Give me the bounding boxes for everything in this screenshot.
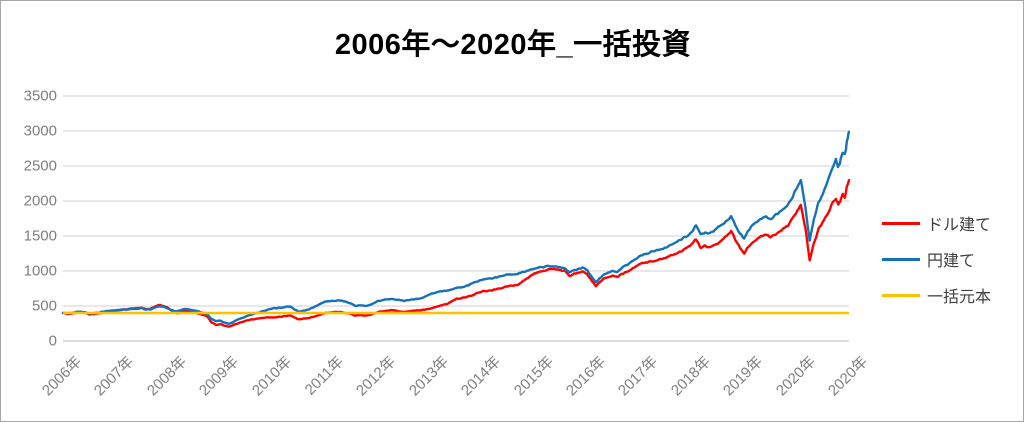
y-tick-label-1000: 1000 bbox=[23, 262, 57, 280]
dollar-series-line bbox=[61, 178, 851, 328]
yen-series-line bbox=[61, 130, 851, 325]
y-tick-label-500: 500 bbox=[31, 297, 57, 315]
legend: ドル建て 円建て 一括元本 bbox=[882, 205, 991, 313]
legend-item-dollar: ドル建て bbox=[882, 205, 991, 241]
legend-item-yen: 円建て bbox=[882, 241, 991, 277]
y-tick-label-2000: 2000 bbox=[23, 192, 57, 210]
y-tick-label-2500: 2500 bbox=[23, 157, 57, 175]
y-tick-label-3000: 3000 bbox=[23, 122, 57, 140]
legend-label-dollar: ドル建て bbox=[927, 217, 992, 234]
y-tick-label-0: 0 bbox=[48, 332, 57, 350]
dollar-series-line-icon bbox=[882, 221, 920, 225]
legend-label-principal: 一括元本 bbox=[927, 289, 992, 306]
legend-item-principal: 一括元本 bbox=[882, 277, 991, 313]
yen-series-line-icon bbox=[882, 257, 920, 261]
chart-title: 2006年～2020年_一括投資 bbox=[334, 29, 692, 61]
y-tick-label-3500: 3500 bbox=[23, 87, 57, 105]
principal-series-line-icon bbox=[882, 293, 920, 297]
legend-label-yen: 円建て bbox=[927, 253, 976, 270]
y-tick-label-1500: 1500 bbox=[23, 227, 57, 245]
